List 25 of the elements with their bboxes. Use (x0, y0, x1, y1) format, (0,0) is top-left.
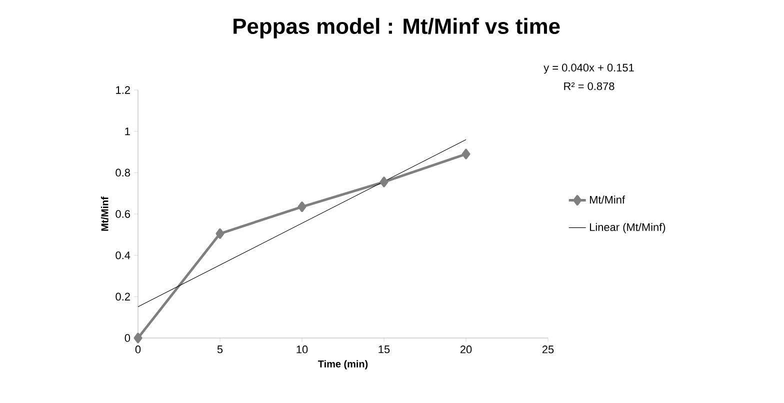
point (462, 148, 470, 160)
y-tick-label: 0.4 (116, 251, 130, 260)
point (380, 176, 388, 188)
text: y = 0.040x + 0.151 (544, 64, 634, 74)
x-tick-label: 5 (217, 346, 223, 354)
x-tick-label: 15 (378, 346, 390, 354)
x-axis-title: Time (min) (318, 360, 368, 370)
legend-label: Mt/Minf (590, 196, 626, 204)
chart-title: Peppas model : Mt/Minf vs time (234, 18, 560, 38)
y-tick-label: 0.6 (116, 210, 130, 218)
x-tick-label: 25 (542, 346, 554, 354)
y-axis-title: Mt/Minf (100, 196, 108, 231)
x-tick-label: 0 (135, 346, 141, 354)
y-tick-label: 0.2 (116, 292, 130, 301)
y-tick-label: 0 (124, 334, 130, 342)
y-tick-label: 1.2 (116, 86, 130, 94)
x-tick-label: 10 (296, 346, 308, 354)
y-tick-label: 1 (125, 128, 130, 136)
text: R² = 0.878 (564, 82, 614, 90)
x-tick-label: 20 (460, 346, 472, 354)
point (216, 228, 224, 239)
point (134, 332, 142, 344)
legend-label: Linear (Mt/Minf) (590, 222, 666, 234)
y-tick-label: 0.8 (116, 168, 130, 177)
point (298, 202, 306, 212)
